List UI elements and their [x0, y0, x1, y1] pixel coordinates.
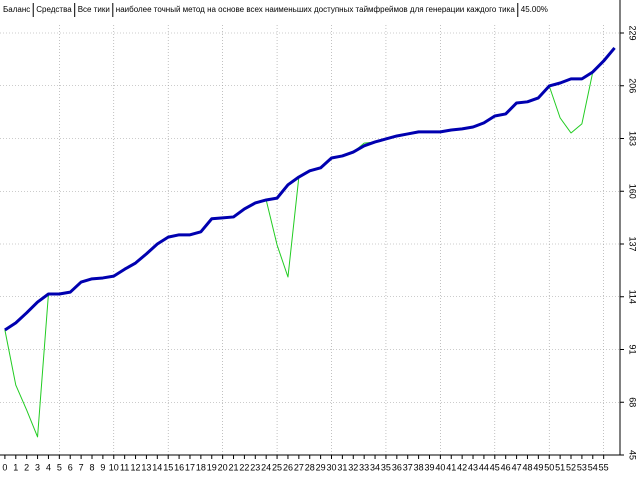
legend-item: 45.00% — [521, 5, 548, 14]
series-line — [4, 46, 616, 332]
x-tick-label: 47 — [512, 462, 522, 472]
x-tick-label: 44 — [479, 462, 489, 472]
x-tick-label: 54 — [588, 462, 598, 472]
y-tick-label: 45 — [628, 450, 638, 460]
x-tick-label: 33 — [359, 462, 369, 472]
x-tick-label: 12 — [131, 462, 141, 472]
x-tick-label: 22 — [239, 462, 249, 472]
x-tick-label: 46 — [501, 462, 511, 472]
x-tick-label: 35 — [381, 462, 391, 472]
x-tick-label: 32 — [348, 462, 358, 472]
x-tick-label: 28 — [305, 462, 315, 472]
x-tick-label: 3 — [35, 462, 40, 472]
x-tick-label: 26 — [283, 462, 293, 472]
x-tick-label: 13 — [141, 462, 151, 472]
x-tick-label: 24 — [261, 462, 271, 472]
x-tick-label: 49 — [533, 462, 543, 472]
x-tick-label: 37 — [403, 462, 413, 472]
y-tick-label: 137 — [628, 236, 638, 251]
x-tick-label: 42 — [457, 462, 467, 472]
x-tick-label: 17 — [185, 462, 195, 472]
x-tick-label: 34 — [370, 462, 380, 472]
x-tick-label: 14 — [152, 462, 162, 472]
legend-item: наиболее точный метод на основе всех наи… — [116, 5, 516, 14]
x-tick-label: 31 — [337, 462, 347, 472]
x-tick-label: 0 — [2, 462, 7, 472]
y-tick-label: 183 — [628, 131, 638, 146]
x-tick-label: 5 — [57, 462, 62, 472]
y-tick-label: 114 — [628, 290, 638, 304]
x-tick-label: 25 — [272, 462, 282, 472]
legend-item: Баланс — [3, 5, 30, 14]
x-tick-label: 38 — [414, 462, 424, 472]
x-tick-label: 15 — [163, 462, 173, 472]
x-tick-label: 1 — [13, 462, 18, 472]
x-tick-label: 11 — [120, 462, 129, 472]
x-tick-label: 52 — [566, 462, 576, 472]
y-tick-label: 91 — [628, 344, 638, 354]
x-tick-label: 19 — [207, 462, 217, 472]
x-tick-label: 10 — [109, 462, 119, 472]
x-tick-label: 20 — [218, 462, 228, 472]
x-tick-label: 29 — [316, 462, 326, 472]
x-tick-label: 27 — [294, 462, 304, 472]
x-tick-label: 45 — [490, 462, 500, 472]
x-tick-label: 50 — [544, 462, 554, 472]
x-tick-label: 2 — [24, 462, 29, 472]
y-tick-label: 160 — [628, 184, 638, 199]
x-tick-label: 6 — [68, 462, 73, 472]
x-tick-label: 21 — [229, 462, 239, 472]
x-tick-label: 53 — [577, 462, 587, 472]
x-tick-label: 16 — [174, 462, 184, 472]
x-tick-label: 18 — [196, 462, 206, 472]
x-tick-label: 51 — [555, 462, 565, 472]
x-tick-label: 23 — [250, 462, 260, 472]
y-tick-label: 229 — [628, 25, 638, 40]
legend-item: Средства — [36, 5, 72, 14]
x-tick-label: 30 — [326, 462, 336, 472]
x-tick-label: 8 — [89, 462, 94, 472]
legend-item: Все тики — [78, 5, 110, 14]
x-tick-label: 41 — [446, 462, 456, 472]
x-tick-label: 55 — [599, 462, 609, 472]
x-tick-label: 36 — [392, 462, 402, 472]
y-tick-label: 68 — [628, 397, 638, 407]
x-tick-label: 43 — [468, 462, 478, 472]
x-tick-label: 9 — [100, 462, 105, 472]
x-tick-label: 4 — [46, 462, 51, 472]
x-tick-label: 48 — [522, 462, 532, 472]
y-tick-label: 206 — [628, 78, 638, 93]
x-tick-label: 7 — [79, 462, 84, 472]
x-tick-label: 39 — [424, 462, 434, 472]
x-tick-label: 40 — [435, 462, 445, 472]
